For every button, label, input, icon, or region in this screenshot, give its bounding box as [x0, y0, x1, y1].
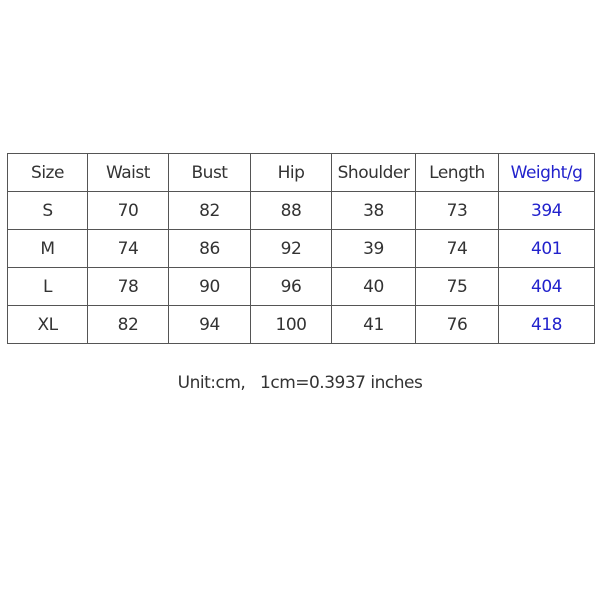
table-cell: 96: [250, 267, 332, 306]
table-cell: M: [7, 229, 88, 268]
table-cell: 94: [168, 305, 251, 344]
header-cell: Waist: [87, 153, 169, 192]
table-cell: S: [7, 191, 88, 230]
table-cell: 401: [498, 229, 595, 268]
table-cell: 86: [168, 229, 251, 268]
header-cell: Length: [415, 153, 499, 192]
size-table: Size Waist Bust Hip Shoulder Length Weight/g S 7…: [7, 153, 595, 344]
data-row: S 70 82 88 38 73 394: [7, 191, 595, 230]
table-cell: 82: [87, 305, 169, 344]
table-cell: 100: [250, 305, 332, 344]
table-cell: 74: [87, 229, 169, 268]
table-cell: XL: [7, 305, 88, 344]
unit-note: Unit:cm, 1cm=0.3937 inches: [177, 373, 423, 393]
header-cell: Shoulder: [331, 153, 416, 192]
table-body: Size Waist Bust Hip Shoulder Length Weight/g S 7…: [7, 153, 595, 344]
data-row: XL 82 94 100 41 76 418: [7, 305, 595, 344]
table-cell: 92: [250, 229, 332, 268]
table-cell: 41: [331, 305, 416, 344]
header-cell: Size: [7, 153, 88, 192]
table-cell: 39: [331, 229, 416, 268]
header-cell: Weight/g: [498, 153, 595, 192]
table-cell: L: [7, 267, 88, 306]
table-cell: 75: [415, 267, 499, 306]
header-cell: Hip: [250, 153, 332, 192]
table-cell: 82: [168, 191, 251, 230]
table-cell: 76: [415, 305, 499, 344]
table-cell: 90: [168, 267, 251, 306]
table-cell: 404: [498, 267, 595, 306]
table-cell: 78: [87, 267, 169, 306]
table-cell: 40: [331, 267, 416, 306]
table-cell: 74: [415, 229, 499, 268]
header-cell: Bust: [168, 153, 251, 192]
table-cell: 70: [87, 191, 169, 230]
table-cell: 394: [498, 191, 595, 230]
table-cell: 38: [331, 191, 416, 230]
table-cell: 88: [250, 191, 332, 230]
table-cell: 418: [498, 305, 595, 344]
header-row: Size Waist Bust Hip Shoulder Length Weight/g: [7, 153, 595, 192]
data-row: M 74 86 92 39 74 401: [7, 229, 595, 268]
table-cell: 73: [415, 191, 499, 230]
data-row: L 78 90 96 40 75 404: [7, 267, 595, 306]
